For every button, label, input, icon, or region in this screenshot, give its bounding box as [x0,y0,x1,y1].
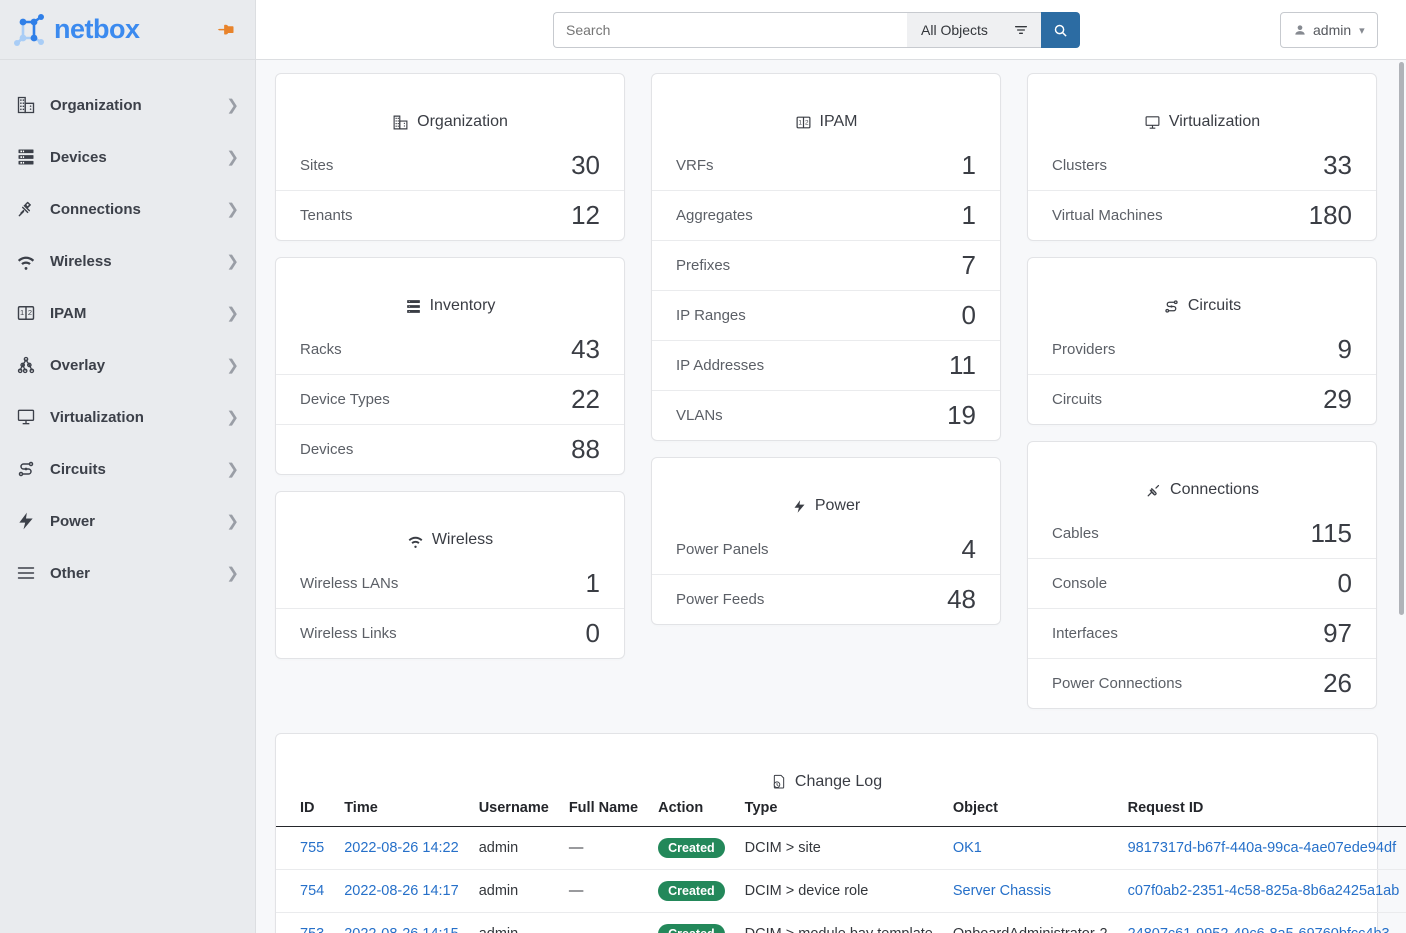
svg-text:1: 1 [798,119,802,126]
svg-text:1: 1 [20,308,24,317]
svg-text:2: 2 [28,308,32,317]
svg-text:2: 2 [805,119,809,126]
